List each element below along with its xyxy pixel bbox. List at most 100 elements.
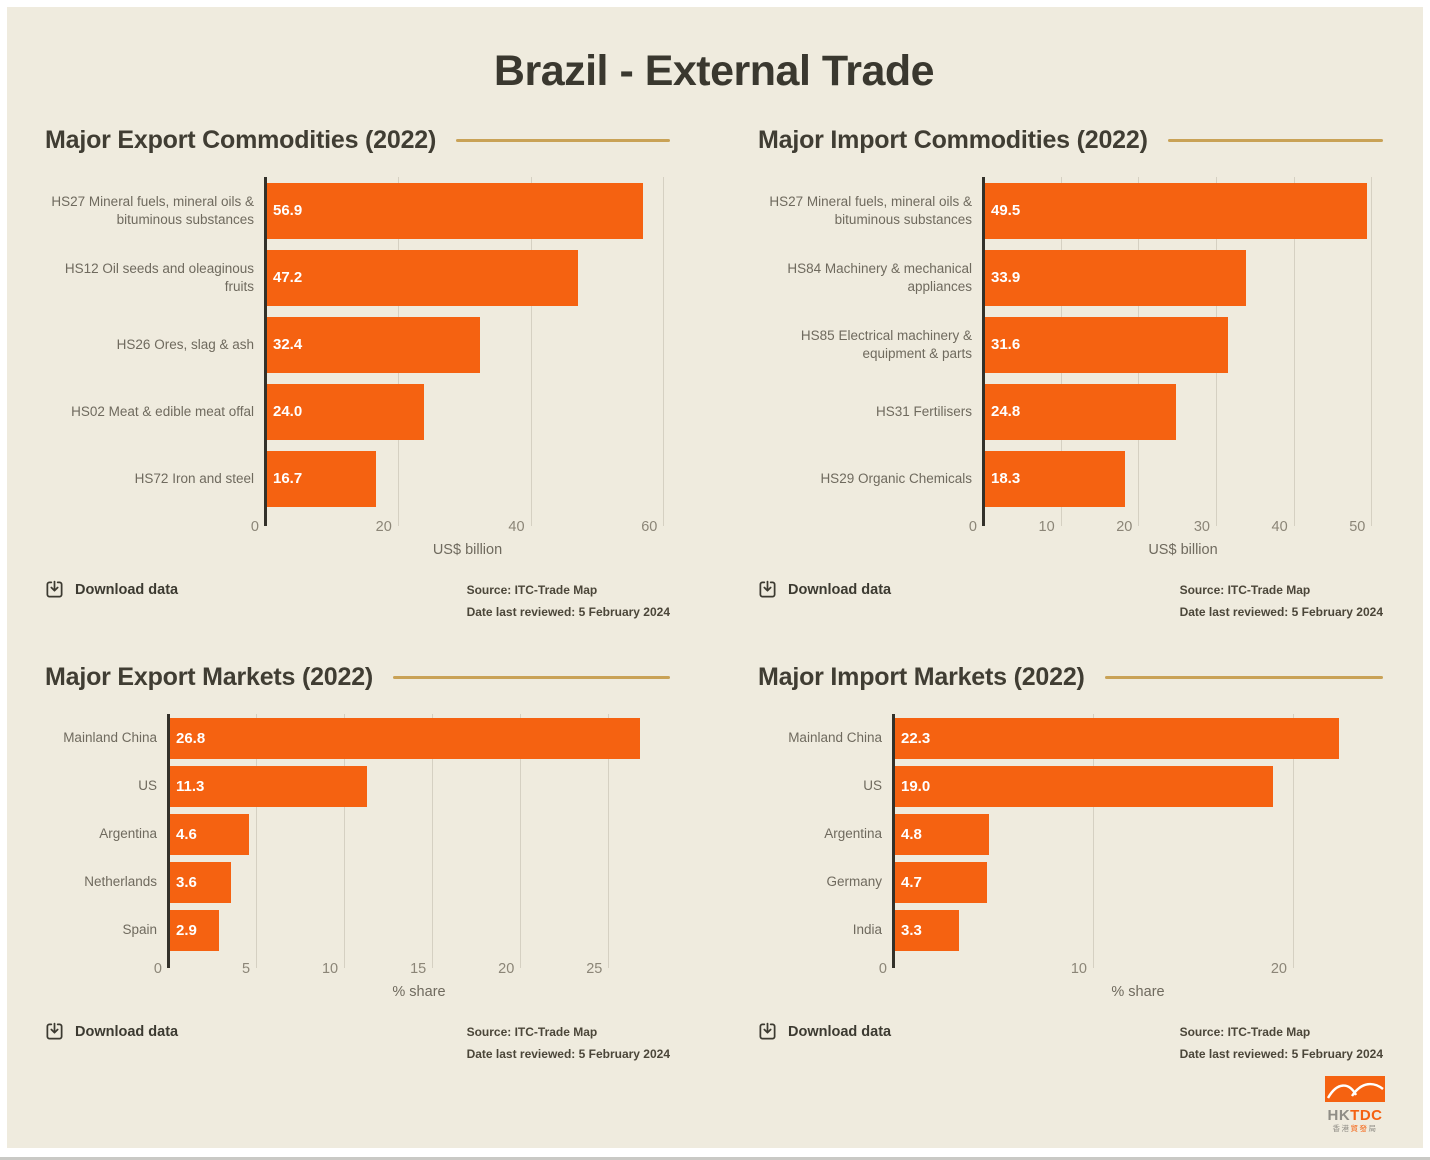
bar: 24.0 [265,383,425,440]
x-axis-title: US$ billion [432,542,503,558]
x-axis-title: US$ billion [1148,542,1218,558]
chart-body: Mainland China US Argentina Netherlands Spai… [45,714,670,969]
bar: 56.9 [265,182,643,239]
bar-row: 16.7 [265,445,670,512]
bar-value-label: 16.7 [273,470,303,487]
bar-row: 4.6 [168,810,670,858]
axis-tick-label: 0 [968,519,977,535]
bar-value-label: 3.6 [176,873,197,891]
category-label: India [852,922,882,938]
bar: 16.7 [265,450,376,507]
category-labels-column: Mainland China US Argentina Netherlands Spai… [45,714,168,954]
chart-title: Major Import Markets (2022) [758,663,1085,692]
chart-title: Major Export Markets (2022) [45,663,374,692]
axis-tick-label: 0 [153,961,162,978]
category-labels-column: Mainland China US Argentina Germany India [758,714,893,954]
export-commodities-section: Major Export Commodities (2022) HS27 Min… [45,126,670,623]
bar: 24.8 [983,383,1176,440]
export-markets-section: Major Export Markets (2022) Mainland Chi… [45,663,670,1065]
gridline [1293,714,1294,969]
bar: 31.6 [983,316,1229,373]
bar-row: 49.5 [983,177,1383,244]
export-markets-chart: Mainland China US Argentina Netherlands Spai… [45,714,670,1006]
infographic-panel: Brazil - External Trade Major Export Com… [7,7,1423,1148]
gridline [608,714,610,969]
bar-row: 4.7 [893,858,1383,906]
bar-row: 47.2 [265,244,670,311]
category-label: HS84 Machinery & mechanical appliances [787,260,972,294]
date-reviewed-line: Date last reviewed: 5 February 2024 [466,604,670,619]
date-reviewed-line: Date last reviewed: 5 February 2024 [1179,604,1383,619]
x-axis: 0 10 20 [879,954,1383,984]
bar: 11.3 [168,765,368,807]
gridline [256,714,258,969]
import-commodities-chart: HS27 Mineral fuels, mineral oils & bitum… [758,177,1383,564]
x-axis-title: % share [392,984,446,1001]
bar-value-label: 4.8 [901,825,922,843]
bar-value-label: 19.0 [901,777,931,795]
source-note: Source: ITC-Trade Map Date last reviewed… [467,580,670,623]
source-line: Source: ITC-Trade Map [1179,1025,1311,1040]
bar-value-label: 18.3 [991,470,1021,487]
bar-value-label: 11.3 [176,777,205,795]
gridline [1093,714,1094,969]
bar: 4.7 [893,861,987,903]
bar-row: 19.0 [893,762,1383,810]
category-labels-column: HS27 Mineral fuels, mineral oils & bitum… [758,177,983,512]
header-rule [393,676,670,680]
axis-tick-label: 40 [508,519,525,535]
page-title: Brazil - External Trade [493,47,935,95]
bar-value-label: 24.8 [991,403,1021,420]
bar-value-label: 4.6 [176,825,197,843]
plot-area: 49.5 33.9 31.6 24.8 18.3 [982,177,1383,526]
gridline [1293,177,1295,526]
axis-tick-label: 20 [1116,519,1133,535]
download-data-button[interactable]: Download data [758,1022,891,1041]
axis-tick-label: 25 [586,961,603,978]
bar-row: 32.4 [265,311,670,378]
download-data-button[interactable]: Download data [45,580,178,599]
x-axis-title: % share [1111,984,1165,1001]
download-label: Download data [75,1023,179,1040]
bar: 22.3 [893,717,1339,759]
category-label: Germany [826,874,882,890]
bar-row: 33.9 [983,244,1383,311]
source-note: Source: ITC-Trade Map Date last reviewed… [1180,1022,1383,1065]
gridline [663,177,665,526]
download-data-button[interactable]: Download data [758,580,891,599]
axis-tick-label: 0 [250,519,259,535]
category-label: HS02 Meat & edible meat offal [71,403,254,419]
download-label: Download data [788,1023,892,1040]
chart-title: Major Import Commodities (2022) [758,126,1148,154]
chart-body: HS27 Mineral fuels, mineral oils & bitum… [758,177,1383,526]
plot-area: 22.3 19.0 4.8 4.7 3.3 [892,714,1383,969]
hktdc-logo-chinese: 香港貿發局 [1332,1123,1378,1133]
source-line: Source: ITC-Trade Map [1179,583,1311,597]
x-axis: 0 10 20 30 40 50 [969,512,1383,542]
charts-grid: Major Export Commodities (2022) HS27 Min… [45,126,1383,1065]
download-icon [45,580,64,599]
category-label: HS29 Organic Chemicals [820,470,972,486]
chart-body: Mainland China US Argentina Germany India 22.… [758,714,1383,969]
gridline [530,177,532,526]
bar: 3.6 [168,861,232,903]
header-rule [1167,139,1383,142]
bar: 32.4 [265,316,481,373]
bar-value-label: 33.9 [991,269,1021,286]
bar-value-label: 49.5 [991,202,1021,219]
bar: 3.3 [893,909,959,951]
category-label: Spain [122,922,157,938]
bar-row: 11.3 [168,762,670,810]
download-data-button[interactable]: Download data [45,1022,178,1041]
bar-row: 2.9 [168,906,670,954]
chart-body: HS27 Mineral fuels, mineral oils & bitum… [45,177,670,526]
y-axis-line [167,714,170,969]
category-label: HS26 Ores, slag & ash [116,336,254,352]
axis-tick-label: 20 [1270,961,1287,978]
axis-tick-label: 60 [641,519,658,535]
source-note: Source: ITC-Trade Map Date last reviewed… [467,1022,670,1065]
bar-value-label: 56.9 [273,202,303,219]
axis-tick-label: 15 [410,961,427,978]
bar-value-label: 26.8 [176,729,206,747]
